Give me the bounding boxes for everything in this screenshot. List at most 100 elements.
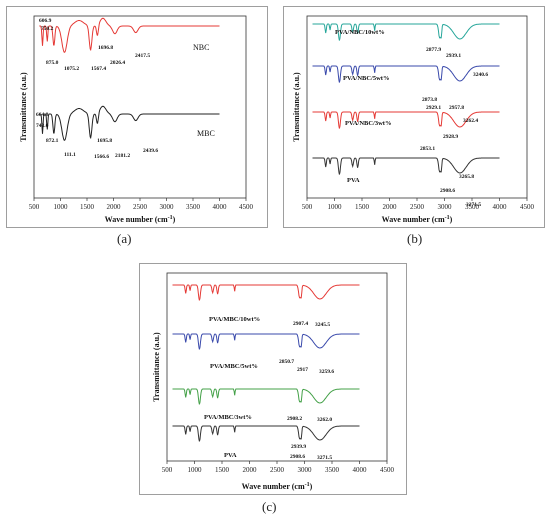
peak-label: 606.9 [39,18,52,24]
peak-label: 2928.9 [443,134,458,140]
peak-label: 1566.6 [94,154,109,160]
series-label: PVA/NBC/3wt% [345,120,391,127]
peak-label: 664.8 [36,112,49,118]
x-tick-label: 2500 [133,203,148,211]
series-line-nbc [39,17,220,53]
peak-label: 2939.1 [446,53,461,59]
y-axis-label: Transmittance (a.u.) [152,332,161,402]
x-tick-label: 3500 [186,203,201,211]
peak-label: 743.6 [36,123,49,129]
x-tick-label: 2000 [243,466,258,474]
x-tick-label: 4000 [493,203,508,211]
x-tick-label: 500 [302,203,313,211]
peak-label: 872.1 [46,138,59,144]
x-tick-label: 4500 [380,466,395,474]
series-line-pva-nbc-10wt- [312,23,500,41]
x-tick-label: 1000 [328,203,343,211]
chart-b: 500 1000 1500 2000 2500 3000 3500 4000 4500 Wave … [283,6,545,228]
panel-frame [139,263,407,495]
peak-label: 2439.6 [143,148,158,154]
peak-label: 2929.1 [426,105,441,111]
peak-label: 2908.6 [290,454,305,460]
series-line-pva [312,157,500,175]
peak-label: 2026.4 [110,60,125,66]
peak-label: 2877.9 [426,47,441,53]
panel-frame [6,6,268,228]
peak-label: 3262.4 [463,118,478,124]
peak-label: 3265.8 [459,174,474,180]
x-tick-label: 1500 [355,203,370,211]
peak-label: 1695.8 [97,138,112,144]
x-tick-label: 2000 [107,203,122,211]
x-tick-label: 3500 [325,466,340,474]
x-tick-label: 4000 [353,466,368,474]
peak-label: 3271.5 [466,202,481,208]
x-tick-label: 2000 [383,203,398,211]
peak-label: 2850.7 [279,359,294,365]
panel-a: 500 1000 1500 2000 2500 3000 3500 4000 4500 Wave … [6,6,268,228]
peak-label: 2908.2 [287,416,302,422]
peak-label: 1696.8 [98,45,113,51]
panel-frame [283,6,545,228]
series-label: PVA/MBC/5wt% [210,363,258,370]
peak-label: 2939.9 [291,444,306,450]
peak-label: 2907.4 [293,321,308,327]
y-axis-label: Transmittance (a.u.) [19,72,28,142]
peak-label: 1567.4 [91,66,106,72]
series-label: PVA/NBC/10wt% [335,29,385,36]
x-tick-label: 3000 [298,466,313,474]
panel-b: 500 1000 1500 2000 2500 3000 3500 4000 4500 Wave … [283,6,545,228]
series-line-pva-mbc-5wt- [172,333,360,350]
series-label: PVA [224,452,237,459]
series-line-pva-mbc-10wt- [172,284,360,301]
x-axis-label: Wave number (cm-1) [382,215,453,224]
peak-label: 111.1 [64,152,76,158]
peak-label: 2873.8 [422,97,437,103]
series-line-pva-nbc-5wt- [312,65,500,83]
peak-label: 3240.6 [473,72,488,78]
series-label: PVA/NBC/5wt% [343,75,389,82]
series-label: NBC [193,43,209,52]
x-tick-label: 500 [162,466,173,474]
series-label: PVA/MBC/10wt% [209,316,260,323]
x-tick-label: 4000 [213,203,228,211]
peak-label: 2917 [297,367,308,373]
series-line-mbc [39,105,220,141]
x-tick-label: 500 [29,203,40,211]
series-line-pva-mbc-3wt- [172,388,360,405]
peak-label: 2181.2 [115,153,130,159]
peak-label: 3259.6 [319,369,334,375]
peak-label: 750.2 [41,26,54,32]
peak-label: 2957.8 [449,105,464,111]
series-line-pva [172,425,360,442]
x-axis-label: Wave number (cm-1) [242,482,313,491]
x-tick-label: 4500 [239,203,254,211]
peak-label: 2853.1 [420,146,435,152]
x-tick-label: 2500 [410,203,425,211]
chart-a: 500 1000 1500 2000 2500 3000 3500 4000 4500 Wave … [6,6,268,228]
peak-label: 3262.0 [317,417,332,423]
peak-label: 2417.5 [135,53,150,59]
x-tick-label: 1500 [215,466,230,474]
peak-label: 875.0 [46,60,59,66]
peak-label: 3271.5 [317,455,332,461]
x-tick-label: 1000 [54,203,69,211]
x-tick-label: 4500 [520,203,535,211]
series-label: MBC [197,129,215,138]
x-axis-label: Wave number (cm-1) [105,215,176,224]
x-tick-label: 2500 [270,466,285,474]
x-tick-label: 1500 [80,203,95,211]
x-tick-label: 3000 [438,203,453,211]
series-label: PVA/MBC/3wt% [204,414,252,421]
x-tick-label: 3500 [465,203,480,211]
x-tick-label: 3000 [160,203,175,211]
series-line-pva-nbc-3wt- [312,111,500,129]
caption-c: (c) [262,499,277,514]
caption-b: (b) [407,231,423,246]
caption-a: (a) [117,231,132,246]
panel-c: 500 1000 1500 2000 2500 3000 3500 4000 4500 Wave … [139,263,407,495]
x-tick-label: 1000 [188,466,203,474]
peak-label: 2908.6 [440,188,455,194]
series-label: PVA [347,177,360,184]
peak-label: 1075.2 [64,66,79,72]
